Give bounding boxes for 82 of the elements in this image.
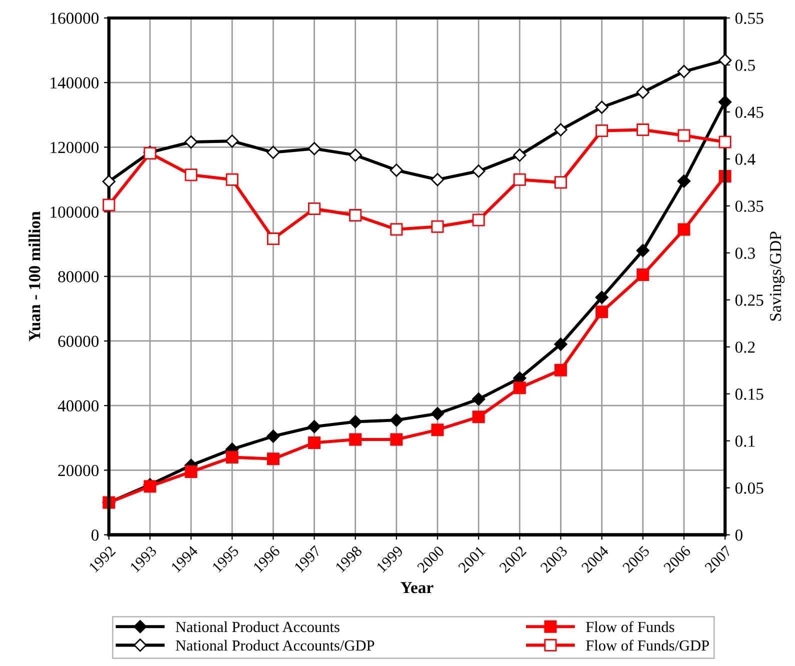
point: [636, 244, 650, 258]
y2-tick-label: 0.25: [735, 294, 764, 306]
point: [636, 124, 650, 136]
point: [390, 164, 404, 177]
y2-tick-label: 0.45: [735, 106, 764, 118]
point: [266, 430, 280, 443]
point: [349, 433, 362, 446]
y-tick-label: 160000: [50, 12, 99, 24]
legend-label: Flow of Funds/GDP: [586, 640, 709, 651]
point: [390, 414, 404, 427]
point: [431, 220, 444, 233]
point: [184, 168, 198, 182]
point: [390, 433, 403, 446]
point: [636, 86, 650, 99]
point: [472, 410, 485, 424]
point: [595, 290, 608, 304]
point: [472, 392, 486, 406]
point: [678, 129, 690, 142]
point: [677, 64, 691, 78]
point: [513, 173, 526, 186]
y2-tick-label: 0.55: [735, 12, 764, 24]
point: [226, 451, 238, 464]
point: [596, 306, 608, 318]
legend-label: National Product Accounts/GDP: [176, 640, 374, 651]
y2-tick-label: 0.2: [735, 342, 755, 353]
y-tick-label: 40000: [58, 400, 99, 412]
point: [677, 174, 691, 188]
point: [266, 232, 280, 246]
y2-tick-label: 0.15: [735, 388, 764, 400]
point: [308, 142, 321, 156]
point: [349, 209, 362, 222]
point: [554, 338, 568, 351]
point: [431, 424, 444, 436]
y-tick-label: 140000: [50, 77, 99, 89]
y-tick-label: 80000: [58, 271, 99, 282]
legend-label: Flow of Funds: [586, 621, 674, 632]
point: [226, 173, 238, 186]
point: [430, 173, 444, 186]
point: [102, 198, 116, 212]
point: [144, 480, 156, 493]
y2-tick-label: 0.4: [735, 154, 756, 165]
point: [718, 54, 732, 67]
point: [308, 202, 321, 215]
y2-tick-label: 0.35: [735, 200, 764, 212]
point: [430, 407, 444, 420]
point: [102, 174, 116, 188]
y-tick-label: 0: [91, 529, 99, 541]
point: [348, 148, 362, 162]
y2-tick-label: 0.3: [735, 248, 755, 259]
point: [513, 382, 526, 394]
y2-axis-title: Savings/GDP: [770, 232, 785, 321]
y-tick-label: 20000: [58, 464, 99, 476]
point: [266, 452, 280, 466]
point: [472, 164, 486, 178]
point: [184, 466, 198, 478]
point: [636, 268, 650, 282]
point: [718, 136, 732, 148]
point: [596, 124, 608, 137]
point: [554, 364, 567, 376]
x-axis-title: Year: [400, 582, 434, 594]
point: [472, 214, 485, 226]
point: [513, 148, 526, 162]
y-tick-label: 100000: [50, 206, 99, 218]
point: [678, 223, 690, 236]
y2-tick-label: 0: [735, 529, 742, 541]
y2-tick-label: 0.5: [735, 60, 755, 71]
point: [266, 146, 280, 159]
point: [348, 415, 362, 428]
point: [308, 420, 321, 434]
legend-label: National Product Accounts: [176, 621, 340, 632]
point: [308, 436, 321, 449]
point: [595, 100, 608, 114]
point: [184, 135, 198, 149]
point: [554, 176, 567, 189]
point: [554, 123, 568, 136]
y-tick-label: 120000: [50, 142, 99, 154]
y2-tick-label: 0.1: [735, 436, 755, 447]
point: [226, 134, 239, 148]
y-axis-title: Yuan - 100 million: [28, 211, 40, 342]
y-tick-label: 60000: [58, 336, 99, 347]
y2-tick-label: 0.05: [735, 482, 764, 494]
point: [390, 223, 403, 236]
